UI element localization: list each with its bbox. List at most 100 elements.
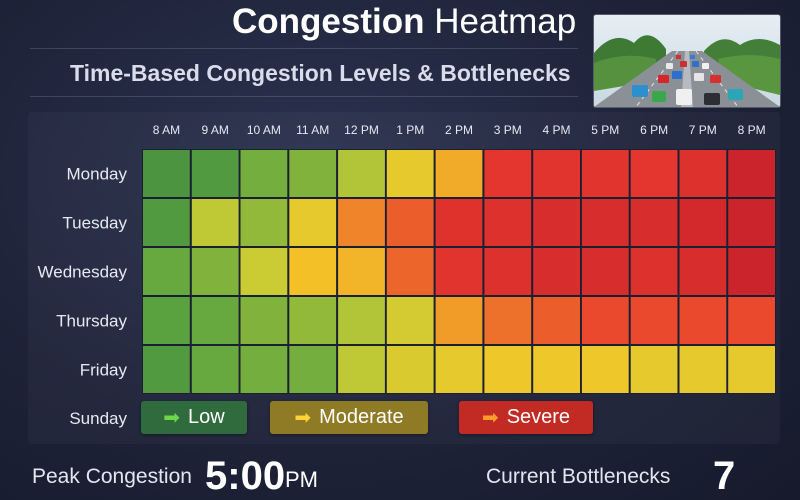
- x-tick-label: 12 PM: [344, 123, 379, 137]
- x-tick-label: 3 PM: [494, 123, 522, 137]
- heatmap-cell: [533, 297, 580, 344]
- legend-severe-label: Severe: [506, 406, 571, 428]
- heatmap-cell: [533, 248, 580, 295]
- page-subtitle: Time-Based Congestion Levels & Bottlenec…: [70, 60, 571, 86]
- current-bottlenecks-label: Current Bottlenecks: [486, 465, 671, 488]
- heatmap-cell: [484, 346, 532, 393]
- heatmap-panel: 8 AM 9 AM 10 AM 11 AM 12 PM 1 PM 2 PM 3 PM 4 PM 5…: [28, 112, 780, 444]
- heatmap-cell: [143, 297, 190, 344]
- peak-congestion-suffix: PM: [285, 467, 318, 492]
- congestion-heatmap: 8 AM 9 AM 10 AM 11 AM 12 PM 1 PM 2 PM 3 PM 4 PM 5…: [38, 123, 776, 428]
- heatmap-cell: [728, 297, 775, 344]
- heatmap-cell: [386, 150, 434, 197]
- heatmap-cell: [191, 150, 239, 197]
- legend-moderate-label: Moderate: [319, 406, 404, 428]
- heatmap-cell: [143, 248, 190, 295]
- heatmap-cell: [679, 297, 727, 344]
- heatmap-cell: [435, 346, 483, 393]
- heatmap-cell: [581, 297, 629, 344]
- current-bottlenecks-value: 7: [713, 454, 736, 498]
- legend-low: ➡ Low: [141, 401, 247, 434]
- heatmap-cell: [386, 248, 434, 295]
- heatmap-cell: [240, 297, 288, 344]
- heatmap-cell: [289, 199, 337, 246]
- heatmap-cell: [338, 297, 385, 344]
- heatmap-cell: [679, 150, 727, 197]
- y-tick-label: Friday: [80, 361, 128, 380]
- heatmap-cell: [191, 248, 239, 295]
- arrow-right-icon: ➡: [294, 407, 312, 429]
- peak-congestion-label: Peak Congestion: [32, 465, 192, 488]
- heatmap-cell: [630, 150, 678, 197]
- heatmap-cell: [289, 297, 337, 344]
- x-tick-label: 9 AM: [202, 123, 229, 137]
- heatmap-cell: [581, 248, 629, 295]
- heatmap-cell: [533, 150, 580, 197]
- arrow-right-icon: ➡: [481, 407, 499, 429]
- x-tick-label: 10 AM: [247, 123, 281, 137]
- heatmap-cell: [386, 199, 434, 246]
- heatmap-cell: [630, 346, 678, 393]
- x-tick-label: 6 PM: [640, 123, 668, 137]
- heatmap-cell: [484, 199, 532, 246]
- x-tick-label: 8 AM: [153, 123, 180, 137]
- y-tick-label: Monday: [67, 165, 128, 184]
- y-tick-label: Tuesday: [62, 214, 127, 233]
- heatmap-cell: [338, 150, 385, 197]
- heatmap-cell: [728, 199, 775, 246]
- heatmap-cell: [289, 248, 337, 295]
- x-tick-label: 8 PM: [738, 123, 766, 137]
- heatmap-cell: [191, 199, 239, 246]
- heatmap-cell: [240, 346, 288, 393]
- heatmap-cell: [143, 150, 190, 197]
- x-tick-label: 2 PM: [445, 123, 473, 137]
- title-divider: [30, 48, 578, 49]
- highway-traffic-photo: [593, 14, 781, 108]
- heatmap-cell: [630, 297, 678, 344]
- legend-severe: ➡ Severe: [459, 401, 593, 434]
- heatmap-cell: [386, 297, 434, 344]
- heatmap-cell: [435, 150, 483, 197]
- heatmap-cell: [191, 297, 239, 344]
- heatmap-cell: [679, 346, 727, 393]
- heatmap-cell: [581, 199, 629, 246]
- title-rest: Heatmap: [434, 2, 577, 41]
- heatmap-cell: [435, 199, 483, 246]
- heatmap-cell: [435, 248, 483, 295]
- heatmap-cell: [240, 248, 288, 295]
- heatmap-cell: [240, 150, 288, 197]
- title-bold: Congestion: [232, 2, 425, 41]
- legend-low-label: Low: [188, 406, 225, 428]
- heatmap-cell: [289, 346, 337, 393]
- x-tick-label: 11 AM: [296, 123, 329, 137]
- heatmap-cell: [338, 199, 385, 246]
- heatmap-cell: [484, 150, 532, 197]
- heatmap-cell: [581, 150, 629, 197]
- heatmap-cell: [679, 248, 727, 295]
- heatmap-cell: [484, 297, 532, 344]
- heatmap-cell: [143, 346, 190, 393]
- heatmap-cell: [240, 199, 288, 246]
- arrow-right-icon: ➡: [163, 407, 181, 429]
- heatmap-cell: [435, 297, 483, 344]
- peak-congestion-time: 5:00: [205, 454, 286, 498]
- heatmap-cell: [484, 248, 532, 295]
- heatmap-cell: [728, 346, 775, 393]
- heatmap-cell: [533, 346, 580, 393]
- heatmap-cell: [630, 199, 678, 246]
- subtitle-divider: [30, 96, 578, 97]
- x-tick-label: 1 PM: [396, 123, 424, 137]
- heatmap-cell: [728, 248, 775, 295]
- x-tick-label: 7 PM: [689, 123, 717, 137]
- heatmap-cell: [679, 199, 727, 246]
- x-tick-label: 5 PM: [591, 123, 619, 137]
- y-tick-label: Wednesday: [38, 263, 128, 282]
- x-tick-label: 4 PM: [542, 123, 570, 137]
- heatmap-cell: [338, 248, 385, 295]
- y-tick-label: Thursday: [56, 312, 127, 331]
- legend-moderate: ➡ Moderate: [270, 401, 428, 434]
- heatmap-cell: [191, 346, 239, 393]
- heatmap-cell: [533, 199, 580, 246]
- heatmap-cell: [338, 346, 385, 393]
- heatmap-cell: [630, 248, 678, 295]
